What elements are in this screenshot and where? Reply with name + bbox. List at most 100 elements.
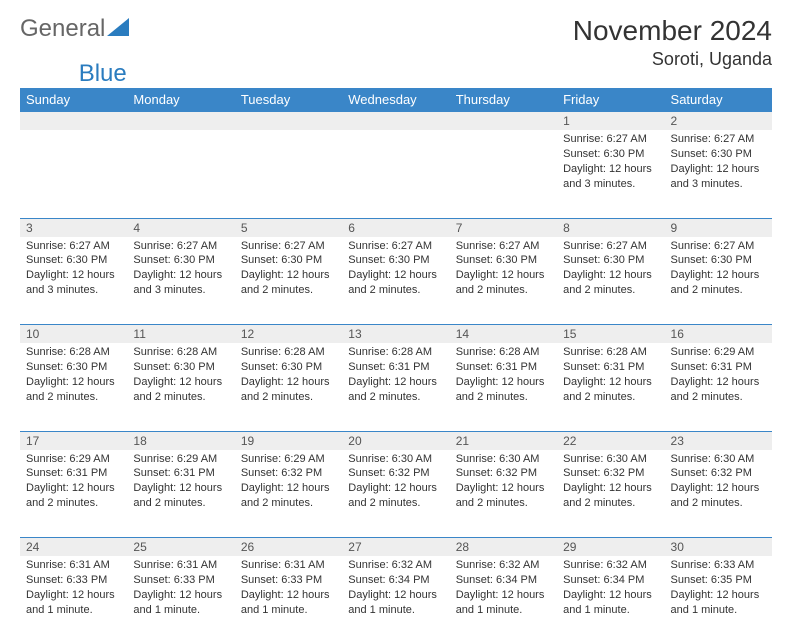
day-number: 5 — [235, 219, 342, 237]
day-cell-body: Sunrise: 6:28 AMSunset: 6:30 PMDaylight:… — [235, 343, 342, 408]
daynum-row: 17181920212223 — [20, 431, 772, 450]
sunrise-line: Sunrise: 6:32 AM — [563, 558, 658, 573]
day-cell-body: Sunrise: 6:27 AMSunset: 6:30 PMDaylight:… — [20, 237, 127, 302]
day-cell: Sunrise: 6:28 AMSunset: 6:30 PMDaylight:… — [20, 343, 127, 431]
day-cell: Sunrise: 6:27 AMSunset: 6:30 PMDaylight:… — [235, 237, 342, 325]
daynum-row: 3456789 — [20, 218, 772, 237]
brand-logo: General — [20, 15, 131, 43]
day-number: 1 — [557, 112, 664, 130]
day-header: Sunday — [20, 88, 127, 112]
day-cell-body: Sunrise: 6:30 AMSunset: 6:32 PMDaylight:… — [450, 450, 557, 515]
daylight-line: Daylight: 12 hours and 2 minutes. — [133, 481, 228, 511]
day-cell-body: Sunrise: 6:27 AMSunset: 6:30 PMDaylight:… — [342, 237, 449, 302]
day-number: 30 — [665, 538, 772, 556]
sail-icon — [107, 15, 129, 43]
day-number-cell: 25 — [127, 538, 234, 557]
sunset-line: Sunset: 6:30 PM — [348, 253, 443, 268]
day-cell-body: Sunrise: 6:28 AMSunset: 6:31 PMDaylight:… — [342, 343, 449, 408]
day-number: 9 — [665, 219, 772, 237]
day-cell: Sunrise: 6:27 AMSunset: 6:30 PMDaylight:… — [20, 237, 127, 325]
week-row: Sunrise: 6:31 AMSunset: 6:33 PMDaylight:… — [20, 556, 772, 644]
day-number: 13 — [342, 325, 449, 343]
daylight-line: Daylight: 12 hours and 3 minutes. — [133, 268, 228, 298]
sunrise-line: Sunrise: 6:32 AM — [456, 558, 551, 573]
day-header: Wednesday — [342, 88, 449, 112]
day-number: 17 — [20, 432, 127, 450]
day-number-cell: 10 — [20, 325, 127, 344]
week-row: Sunrise: 6:27 AMSunset: 6:30 PMDaylight:… — [20, 237, 772, 325]
day-cell-body: Sunrise: 6:29 AMSunset: 6:31 PMDaylight:… — [20, 450, 127, 515]
sunset-line: Sunset: 6:33 PM — [133, 573, 228, 588]
day-cell: Sunrise: 6:27 AMSunset: 6:30 PMDaylight:… — [665, 237, 772, 325]
day-cell: Sunrise: 6:30 AMSunset: 6:32 PMDaylight:… — [557, 450, 664, 538]
week-row: Sunrise: 6:29 AMSunset: 6:31 PMDaylight:… — [20, 450, 772, 538]
day-number-cell: 16 — [665, 325, 772, 344]
day-number: 12 — [235, 325, 342, 343]
day-number: 2 — [665, 112, 772, 130]
day-number: 6 — [342, 219, 449, 237]
calendar-table: Sunday Monday Tuesday Wednesday Thursday… — [20, 88, 772, 644]
day-cell — [342, 130, 449, 218]
daylight-line: Daylight: 12 hours and 2 minutes. — [133, 375, 228, 405]
day-cell: Sunrise: 6:28 AMSunset: 6:31 PMDaylight:… — [450, 343, 557, 431]
sunrise-line: Sunrise: 6:27 AM — [671, 132, 766, 147]
sunrise-line: Sunrise: 6:27 AM — [563, 132, 658, 147]
sunset-line: Sunset: 6:30 PM — [563, 147, 658, 162]
day-number: 26 — [235, 538, 342, 556]
daylight-line: Daylight: 12 hours and 2 minutes. — [26, 375, 121, 405]
sunset-line: Sunset: 6:30 PM — [241, 253, 336, 268]
day-cell-body: Sunrise: 6:28 AMSunset: 6:30 PMDaylight:… — [127, 343, 234, 408]
daylight-line: Daylight: 12 hours and 1 minute. — [348, 588, 443, 618]
sunrise-line: Sunrise: 6:29 AM — [133, 452, 228, 467]
sunrise-line: Sunrise: 6:27 AM — [671, 239, 766, 254]
sunrise-line: Sunrise: 6:28 AM — [563, 345, 658, 360]
day-number: 10 — [20, 325, 127, 343]
day-cell-body: Sunrise: 6:27 AMSunset: 6:30 PMDaylight:… — [450, 237, 557, 302]
day-number-cell: 30 — [665, 538, 772, 557]
sunset-line: Sunset: 6:34 PM — [348, 573, 443, 588]
daylight-line: Daylight: 12 hours and 2 minutes. — [671, 268, 766, 298]
sunset-line: Sunset: 6:34 PM — [456, 573, 551, 588]
day-number-cell: 12 — [235, 325, 342, 344]
daylight-line: Daylight: 12 hours and 2 minutes. — [563, 375, 658, 405]
day-cell-body: Sunrise: 6:28 AMSunset: 6:30 PMDaylight:… — [20, 343, 127, 408]
day-number: 28 — [450, 538, 557, 556]
sunset-line: Sunset: 6:30 PM — [671, 147, 766, 162]
day-number — [20, 112, 127, 130]
week-row: Sunrise: 6:28 AMSunset: 6:30 PMDaylight:… — [20, 343, 772, 431]
day-cell: Sunrise: 6:28 AMSunset: 6:30 PMDaylight:… — [235, 343, 342, 431]
day-number: 15 — [557, 325, 664, 343]
day-number-cell: 13 — [342, 325, 449, 344]
brand-part2-wrap: GeneBlue — [20, 60, 772, 88]
brand-part2: Blue — [79, 60, 127, 87]
day-cell: Sunrise: 6:30 AMSunset: 6:32 PMDaylight:… — [342, 450, 449, 538]
day-number — [342, 112, 449, 130]
daylight-line: Daylight: 12 hours and 2 minutes. — [241, 481, 336, 511]
daynum-row: 10111213141516 — [20, 325, 772, 344]
sunset-line: Sunset: 6:33 PM — [241, 573, 336, 588]
daylight-line: Daylight: 12 hours and 2 minutes. — [563, 481, 658, 511]
sunset-line: Sunset: 6:30 PM — [133, 253, 228, 268]
sunset-line: Sunset: 6:31 PM — [456, 360, 551, 375]
day-cell: Sunrise: 6:33 AMSunset: 6:35 PMDaylight:… — [665, 556, 772, 644]
day-number: 23 — [665, 432, 772, 450]
day-cell: Sunrise: 6:27 AMSunset: 6:30 PMDaylight:… — [342, 237, 449, 325]
day-number: 19 — [235, 432, 342, 450]
daylight-line: Daylight: 12 hours and 2 minutes. — [241, 268, 336, 298]
day-cell: Sunrise: 6:29 AMSunset: 6:31 PMDaylight:… — [127, 450, 234, 538]
day-cell-body: Sunrise: 6:30 AMSunset: 6:32 PMDaylight:… — [342, 450, 449, 515]
sunrise-line: Sunrise: 6:32 AM — [348, 558, 443, 573]
day-cell: Sunrise: 6:27 AMSunset: 6:30 PMDaylight:… — [665, 130, 772, 218]
daylight-line: Daylight: 12 hours and 2 minutes. — [348, 375, 443, 405]
sunset-line: Sunset: 6:32 PM — [348, 466, 443, 481]
daynum-row: 12 — [20, 112, 772, 131]
day-header: Saturday — [665, 88, 772, 112]
day-number: 21 — [450, 432, 557, 450]
day-cell: Sunrise: 6:31 AMSunset: 6:33 PMDaylight:… — [20, 556, 127, 644]
daylight-line: Daylight: 12 hours and 1 minute. — [456, 588, 551, 618]
sunset-line: Sunset: 6:31 PM — [133, 466, 228, 481]
day-number-cell: 2 — [665, 112, 772, 131]
day-number-cell — [20, 112, 127, 131]
sunset-line: Sunset: 6:30 PM — [133, 360, 228, 375]
sunrise-line: Sunrise: 6:27 AM — [133, 239, 228, 254]
